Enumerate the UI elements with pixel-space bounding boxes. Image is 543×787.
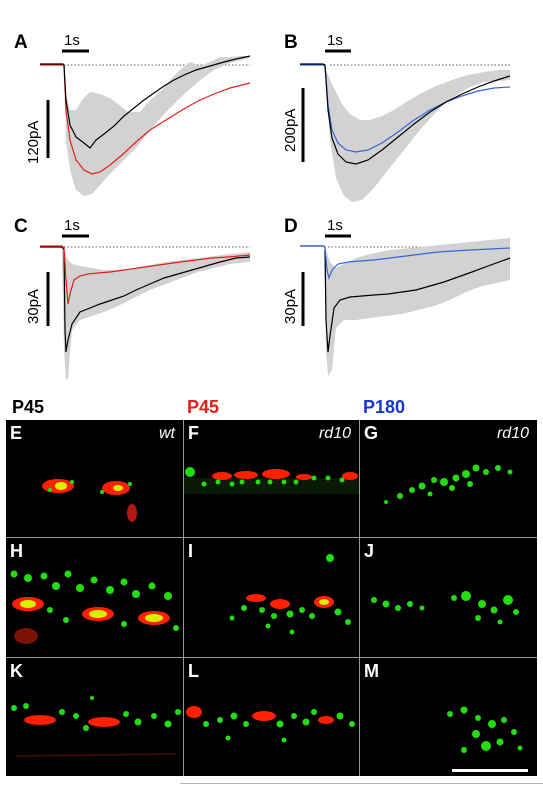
stain-image <box>229 554 351 635</box>
tile-letter: I <box>188 541 194 561</box>
trace-wt <box>300 63 511 165</box>
micrograph-grid: E wt F rd10 G rd10 H I <box>6 420 537 776</box>
time-scale-label: 1s <box>327 32 343 49</box>
trace-panel-c: 1s 30pA <box>25 217 251 380</box>
sem-band <box>325 67 510 202</box>
micrograph-tile-e: E wt <box>6 420 183 537</box>
time-scale-label: 1s <box>64 217 80 234</box>
tile-genotype: rd10 <box>496 425 529 442</box>
trace-rd10 <box>300 245 511 281</box>
tile-letter: M <box>364 661 379 681</box>
time-scale-label: 1s <box>327 217 343 234</box>
tile-genotype: wt <box>159 425 175 442</box>
tile-genotype: rd10 <box>318 425 351 442</box>
micrograph-tile-g: G rd10 <box>360 420 537 537</box>
trace-wt <box>40 246 251 353</box>
micrograph-tile-j: J <box>360 538 537 657</box>
tile-letter: J <box>364 541 375 561</box>
tile-letter: L <box>188 661 199 681</box>
micrograph-scale-bar <box>452 769 528 772</box>
trace-panel-d: 1s 30pA <box>282 217 511 376</box>
stain-image <box>371 591 519 625</box>
stain-image <box>184 467 359 494</box>
stain-image <box>42 479 137 522</box>
tile-divider-v1 <box>183 420 184 776</box>
panel-letter-b: B <box>284 32 298 53</box>
trace-rd10 <box>40 64 251 175</box>
time-scale-label: 1s <box>64 32 80 49</box>
group-label-p180-rd10: P180 <box>363 397 406 417</box>
tile-letter: E <box>10 423 23 443</box>
bottom-rule <box>180 783 543 784</box>
stain-image <box>447 706 523 753</box>
trace-panel-a: 1s 120pA <box>25 32 251 196</box>
trace-wt <box>40 55 251 149</box>
stain-image <box>11 696 181 757</box>
sem-band <box>324 238 510 376</box>
tile-divider-v2 <box>359 420 360 776</box>
tile-letter: G <box>364 423 379 443</box>
amp-scale-label: 30pA <box>25 289 42 324</box>
tile-letter: K <box>10 661 23 681</box>
micrograph-tile-m: M <box>360 658 537 776</box>
amp-scale-label: 120pA <box>25 121 42 164</box>
group-label-p45-wt: P45 <box>12 397 45 417</box>
group-label-p45-rd10: P45 <box>187 397 220 417</box>
stain-image <box>384 464 513 504</box>
trace-wt <box>300 245 511 353</box>
panel-letter-c: C <box>14 216 28 237</box>
tile-letter: H <box>10 541 23 561</box>
tile-divider-h1 <box>6 537 537 538</box>
tile-divider-h2 <box>6 657 537 658</box>
micrograph-tile-f: F rd10 <box>184 420 359 537</box>
amp-scale-label: 30pA <box>282 289 299 324</box>
micrograph-tile-i: I <box>184 538 359 657</box>
sem-band <box>62 250 250 380</box>
micrograph-tile-h: H <box>6 538 183 657</box>
stain-image <box>186 706 355 743</box>
trace-rd10 <box>40 245 251 305</box>
trace-panel-b: 1s 200pA <box>282 32 511 202</box>
tile-letter: F <box>188 423 199 443</box>
sem-band <box>64 56 250 196</box>
micrograph-tile-k: K <box>6 658 183 776</box>
panel-letter-a: A <box>14 32 28 53</box>
panel-letter-d: D <box>284 216 298 237</box>
stain-image <box>10 570 179 644</box>
micrograph-tile-l: L <box>184 658 359 776</box>
amp-scale-label: 200pA <box>282 109 299 152</box>
